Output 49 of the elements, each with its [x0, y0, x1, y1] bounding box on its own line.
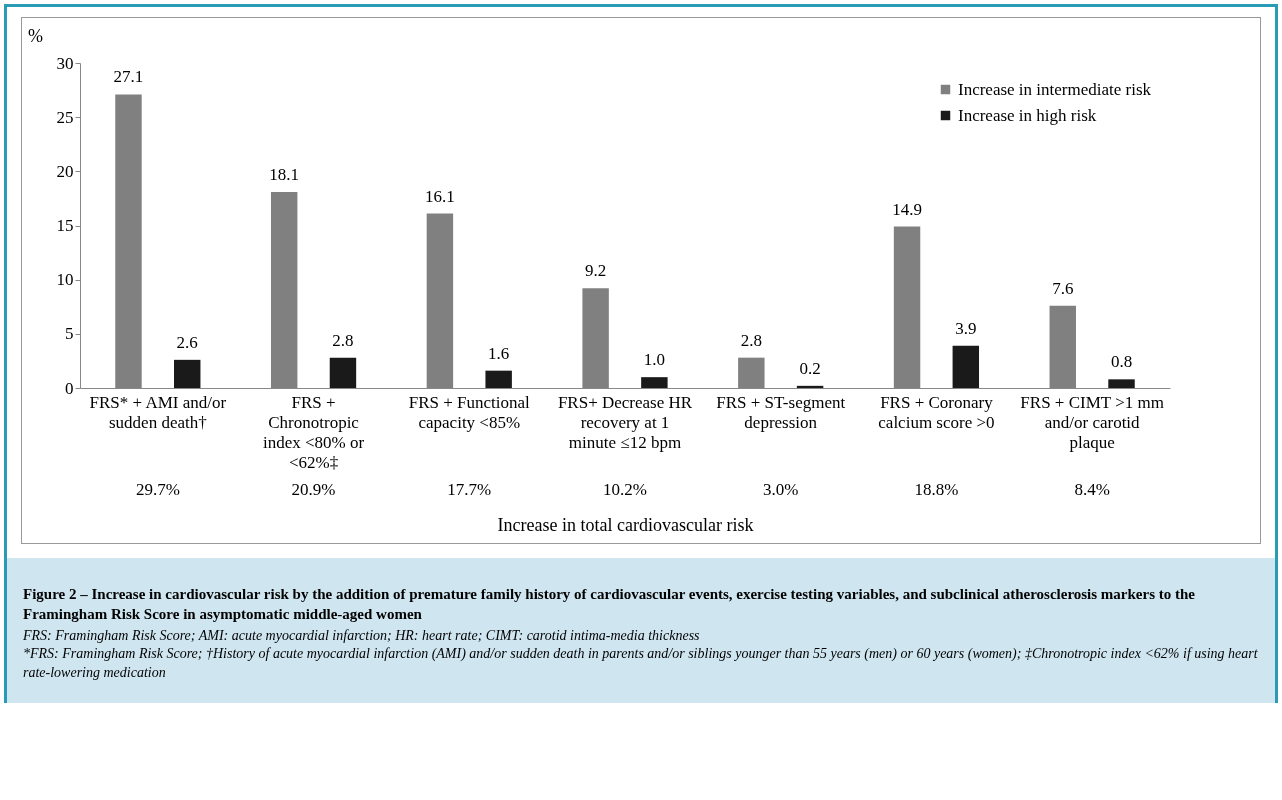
x-tick-label: FRS+ Decrease HR recovery at 1 minute ≤12 bpm: [557, 392, 693, 452]
bar: [485, 370, 512, 388]
data-label: 2.8: [332, 330, 354, 350]
data-label: 2.8: [740, 330, 762, 350]
data-label: 1.6: [488, 343, 510, 363]
y-axis-title: %: [28, 25, 43, 46]
data-label: 3.9: [955, 318, 977, 338]
bar: [952, 345, 980, 388]
x-tick-label: FRS + ST-segment depression: [716, 392, 846, 432]
bar: [641, 377, 668, 388]
text: 10.2%: [603, 480, 647, 499]
y-tick-label: 15: [56, 216, 74, 235]
x-tick-label: FRS + Functional capacity <85%: [408, 392, 531, 432]
data-label: 2.6: [176, 332, 198, 352]
bar: [174, 359, 201, 388]
text: Figure 2 – Increase in cardiovascular risk by the addition of premature family history of cardiovascular events, exercise testing variables, and subclinical atherosclerosis markers to the Framingham Risk Score in asymptomatic middle-aged women: [23, 585, 1196, 625]
bar: [329, 357, 357, 388]
data-label: 18.1: [269, 164, 300, 184]
y-tick-label: 10: [56, 270, 74, 290]
x-axis-title: Increase in total cardiovascular risk: [497, 514, 754, 535]
x-tick-label: FRS + Coronary calcium score >0: [878, 392, 995, 432]
legend-label: Increase in high risk: [958, 105, 1097, 125]
y-tick-label: 5: [65, 324, 74, 344]
text: 29.7%: [135, 480, 180, 499]
text: FRS: Framingham Risk Score; AMI: acute myocardial infarction; HR: heart rate; CIMT: carotid intima-media thickness: [23, 626, 701, 645]
text: 17.7%: [447, 480, 492, 499]
text: 3.0%: [763, 480, 799, 499]
text: 8.4%: [1074, 480, 1110, 499]
y-tick-label: 20: [56, 161, 74, 181]
data-label: 0.8: [1110, 352, 1133, 372]
legend-label: Increase in intermediate risk: [958, 79, 1152, 99]
x-tick-label: FRS + CIMT >1 mm and/or carotid plaque: [1020, 392, 1164, 452]
data-label: 7.6: [1052, 278, 1074, 298]
y-tick-label: 0: [65, 378, 74, 398]
data-label: 16.1: [425, 186, 455, 206]
data-label: 9.2: [584, 261, 607, 281]
data-label: 14.9: [892, 199, 922, 219]
x-tick-label: FRS + Chronotropic index <80% or <62%‡: [262, 392, 365, 472]
bar: [796, 385, 824, 388]
text: 20.9%: [291, 480, 336, 499]
text: *FRS: Framingham Risk Score; †History of acute myocardial infarction (AMI) and/or sudden death in parents and/or siblings younger than 55 years (men) or 60 years (women); ‡Chronotropic index <62% if using heart rate-lowering medication: [23, 645, 1259, 683]
data-label: 27.1: [113, 67, 144, 87]
text: 18.8%: [914, 480, 959, 499]
y-tick-label: 25: [56, 107, 74, 127]
y-tick-label: 30: [56, 53, 74, 73]
data-label: 1.0: [643, 350, 666, 370]
x-tick-label: FRS* + AMI and/or sudden death†: [89, 392, 227, 432]
data-label: 0.2: [799, 358, 821, 378]
bar: [1108, 379, 1135, 388]
